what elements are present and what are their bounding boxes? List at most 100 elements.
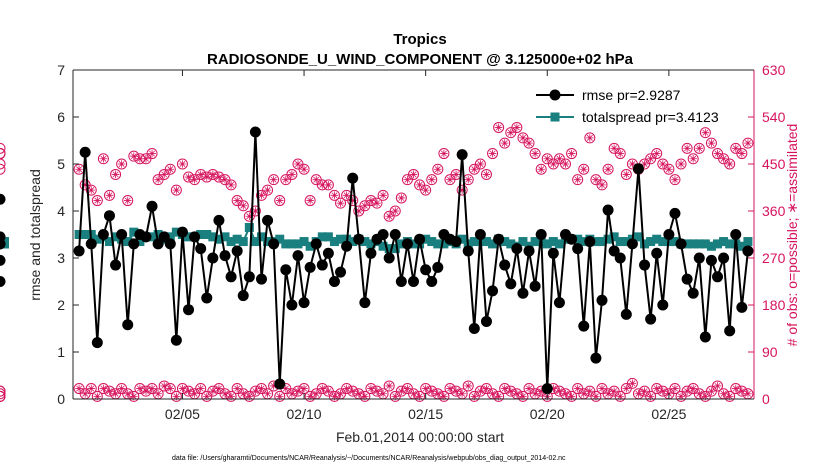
totalspread-point [433, 239, 443, 249]
obs-assimilated-point [257, 191, 266, 200]
obs-assimilated-point [476, 387, 485, 395]
obs-assimilated-point [130, 152, 138, 160]
obs-assimilated-point [391, 392, 400, 401]
totalspread-point [439, 239, 449, 249]
obs-assimilated-point [184, 387, 193, 395]
obs-possible-point [474, 158, 486, 170]
obs-assimilated-point [573, 384, 582, 393]
rmse-point [201, 292, 213, 304]
totalspread-point [579, 237, 589, 247]
obs-possible-point [724, 158, 736, 170]
obs-assimilated-point [361, 201, 369, 210]
rmse-point [268, 238, 280, 250]
obs-assimilated-point [239, 201, 248, 210]
rmse-point [146, 200, 158, 212]
totalspread-point [743, 237, 753, 247]
obs-possible-point [164, 383, 176, 395]
obs-possible-point [432, 163, 444, 175]
obs-assimilated-point [154, 389, 162, 398]
obs-assimilated-point [136, 154, 144, 163]
obs-possible-point [268, 174, 280, 186]
legend-rmse-marker [549, 89, 561, 101]
obs-assimilated-point [330, 392, 339, 401]
obs-assimilated-point [367, 384, 375, 393]
totalspread-point [488, 239, 498, 249]
rmse-point [0, 193, 6, 205]
rmse-point [480, 315, 492, 327]
legend-rmse-label: rmse pr=2.9287 [582, 87, 681, 103]
totalspread-point [232, 234, 242, 244]
obs-possible-point [0, 390, 6, 402]
obs-assimilated-point [555, 154, 564, 163]
rmse-point [462, 245, 474, 257]
rmse-point [547, 247, 559, 259]
obs-assimilated-point [525, 384, 533, 393]
totalspread-point [317, 232, 327, 242]
obs-assimilated-point [227, 181, 235, 189]
obs-possible-point [207, 168, 219, 180]
y-tick-label: 4 [57, 203, 65, 219]
obs-possible-point [578, 163, 590, 175]
obs-assimilated-point [415, 181, 424, 189]
rmse-point [742, 245, 754, 257]
obs-assimilated-point [616, 149, 625, 158]
obs-assimilated-point [488, 389, 497, 398]
obs-possible-point [365, 383, 377, 395]
obs-possible-point [201, 171, 213, 183]
obs-possible-point [292, 385, 304, 397]
rmse-point [243, 271, 255, 283]
obs-assimilated-point [196, 170, 205, 179]
rmse-point [450, 236, 462, 248]
obs-possible-point [213, 171, 225, 183]
obs-possible-point [328, 189, 340, 201]
obs-assimilated-point [336, 199, 345, 207]
obs-possible-point [705, 137, 717, 149]
totalspread-point [214, 234, 224, 244]
totalspread-point [390, 244, 400, 254]
obs-assimilated-point [178, 160, 187, 168]
obs-assimilated-point [598, 181, 606, 189]
rmse-point [298, 297, 310, 309]
obs-possible-point [140, 385, 152, 397]
obs-assimilated-point [665, 165, 673, 174]
obs-assimilated-point [537, 165, 545, 174]
rmse-point [140, 231, 152, 243]
totalspread-point [336, 234, 346, 244]
rmse-point [699, 331, 711, 343]
totalspread-point [153, 230, 163, 239]
obs-possible-point [651, 148, 663, 160]
obs-possible-point [566, 390, 578, 402]
obs-assimilated-point [184, 173, 193, 181]
obs-assimilated-point [160, 382, 169, 390]
obs-possible-point [566, 148, 578, 160]
obs-assimilated-point [586, 387, 594, 395]
rmse-point [651, 247, 663, 259]
rmse-point [164, 238, 176, 250]
legend-totalspread-marker [550, 112, 560, 122]
y-tick-label: 7 [57, 62, 65, 78]
rmse-point [687, 287, 699, 299]
obs-assimilated-point [75, 384, 83, 393]
obs-assimilated-point [500, 384, 509, 393]
rmse-point [116, 229, 128, 240]
totalspread-point [518, 237, 528, 247]
obs-assimilated-point [458, 186, 466, 194]
obs-possible-point [176, 158, 188, 170]
data-file-footnote: data file: /Users/gharamti/Documents/NCA… [172, 455, 566, 462]
totalspread-point [658, 237, 668, 247]
y2-axis-label: # of obs: o=possible; ∗=assimilated [784, 124, 800, 347]
obs-possible-point [535, 163, 547, 175]
obs-possible-point [474, 385, 486, 397]
obs-assimilated-point [531, 389, 539, 398]
obs-assimilated-point [561, 160, 570, 168]
obs-assimilated-point [172, 186, 181, 194]
totalspread-point [378, 241, 388, 251]
y-axis-label: rmse and totalspread [27, 169, 43, 301]
obs-assimilated-point [567, 149, 576, 158]
obs-assimilated-point [385, 212, 393, 221]
obs-possible-point [450, 385, 462, 397]
legend: rmse pr=2.9287 totalspread pr=3.4123 [536, 87, 719, 125]
obs-possible-point [341, 383, 353, 395]
obs-possible-point [395, 385, 407, 397]
obs-possible-point [517, 390, 529, 402]
